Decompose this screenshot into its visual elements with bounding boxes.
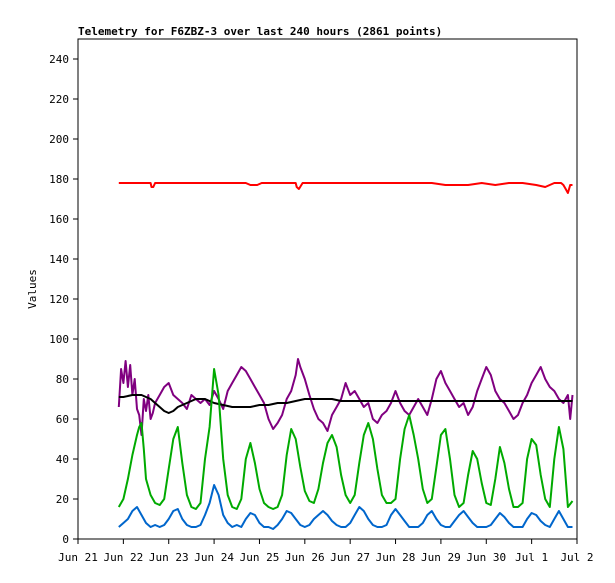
plot-frame [77,38,578,540]
y-axis-label: Values [26,269,39,309]
x-tick-label: Jun 29 [421,551,461,564]
series-line-0 [118,182,573,194]
y-tick-label: 0 [62,533,69,546]
y-tick-label: 60 [56,413,69,426]
y-tick-label: 200 [49,133,69,146]
x-tick-label: Jul 1 [515,551,548,564]
y-tick-label: 20 [56,493,69,506]
y-tick-label: 220 [49,93,69,106]
series-line-2 [118,394,573,414]
x-tick-label: Jun 28 [376,551,416,564]
chart-title: Telemetry for F6ZBZ-3 over last 240 hour… [78,25,442,38]
y-tick-label: 80 [56,373,69,386]
series-line-1 [117,358,574,436]
y-axis-ticks: 0 20 40 60 80 100 120 140 160 180 200 220 240 [49,53,78,546]
series-line-3 [117,368,574,510]
y-tick-label: 180 [49,173,69,186]
y-tick-label: 100 [49,333,69,346]
x-tick-label: Jun 21 [58,551,98,564]
y-tick-label: 140 [49,253,69,266]
y-tick-label: 120 [49,293,69,306]
x-tick-label: Jul 2 [560,551,593,564]
x-tick-label: Jun 26 [285,551,325,564]
y-tick-label: 240 [49,53,69,66]
x-tick-label: Jun 27 [330,551,370,564]
series-line-4 [118,484,573,530]
x-axis-ticks: Jun 21 Jun 22 Jun 23 Jun 24 Jun 25 Jun 26 Jun … [58,539,594,564]
x-tick-label: Jun 25 [240,551,280,564]
x-tick-label: Jun 30 [466,551,506,564]
x-tick-label: Jun 22 [103,551,143,564]
y-tick-label: 40 [56,453,69,466]
x-tick-label: Jun 23 [149,551,189,564]
series-layer [117,182,574,530]
x-tick-label: Jun 24 [194,551,234,564]
y-tick-label: 160 [49,213,69,226]
